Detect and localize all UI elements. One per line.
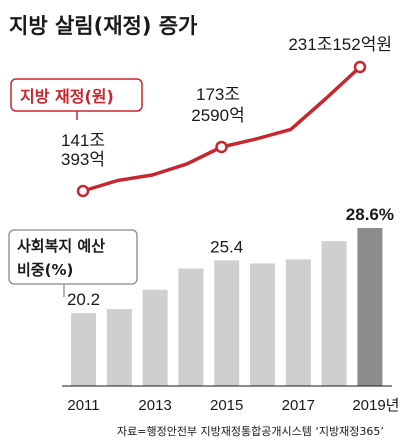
bar-2014 [178,268,204,386]
bar-2012 [106,309,132,386]
x-tick-2013: 2013 [138,397,171,414]
line-marker-2015 [215,140,228,154]
line-label-2019-1: 231조152억원 [288,35,392,54]
bar-legend-line-2: 비중(%) [17,261,73,279]
bar-label-2011: 20.2 [67,290,100,309]
bar-legend-frame [8,229,138,285]
x-ticks-group: 2011 2013 2015 2017 2019년 [67,397,399,414]
line-label-2011-2: 393억 [61,150,105,169]
line-marker-2019 [353,60,367,74]
chart-title: 지방 살림(재정) 증가 [9,14,198,38]
bar-2016 [250,263,275,386]
bar-label-2015: 25.4 [210,237,243,256]
bar-2015 [214,260,240,386]
bar-labels-group: 20.2 25.4 28.6% [67,205,394,309]
bar-2017 [285,259,311,386]
bar-2011 [71,313,96,386]
line-marker-2011 [76,184,90,198]
x-tick-2017: 2017 [282,397,315,414]
bars-group [71,228,383,386]
x-tick-2019: 2019년 [352,397,399,414]
bar-2013 [142,289,168,386]
line-legend-box: 지방 재정(원) [10,78,143,120]
bar-2018 [321,241,347,386]
line-legend-label: 지방 재정(원) [20,87,114,106]
x-tick-2011: 2011 [67,397,99,414]
x-tick-2015: 2015 [210,397,243,414]
line-label-2015-1: 173조 [196,85,240,104]
line-label-2015-2: 2590억 [191,106,244,125]
bar-legend-box: 사회복지 예산 비중(%) [8,229,138,297]
bar-label-2019: 28.6% [346,205,394,224]
line-label-2011-1: 141조 [61,131,105,150]
line-series-group [76,60,367,198]
bar-legend-line-1: 사회복지 예산 [17,237,105,255]
bar-2019 [357,228,383,386]
source-note: 자료=행정안전부 지방재정통합공개시스템 ‘지방재정365’ [117,425,384,438]
